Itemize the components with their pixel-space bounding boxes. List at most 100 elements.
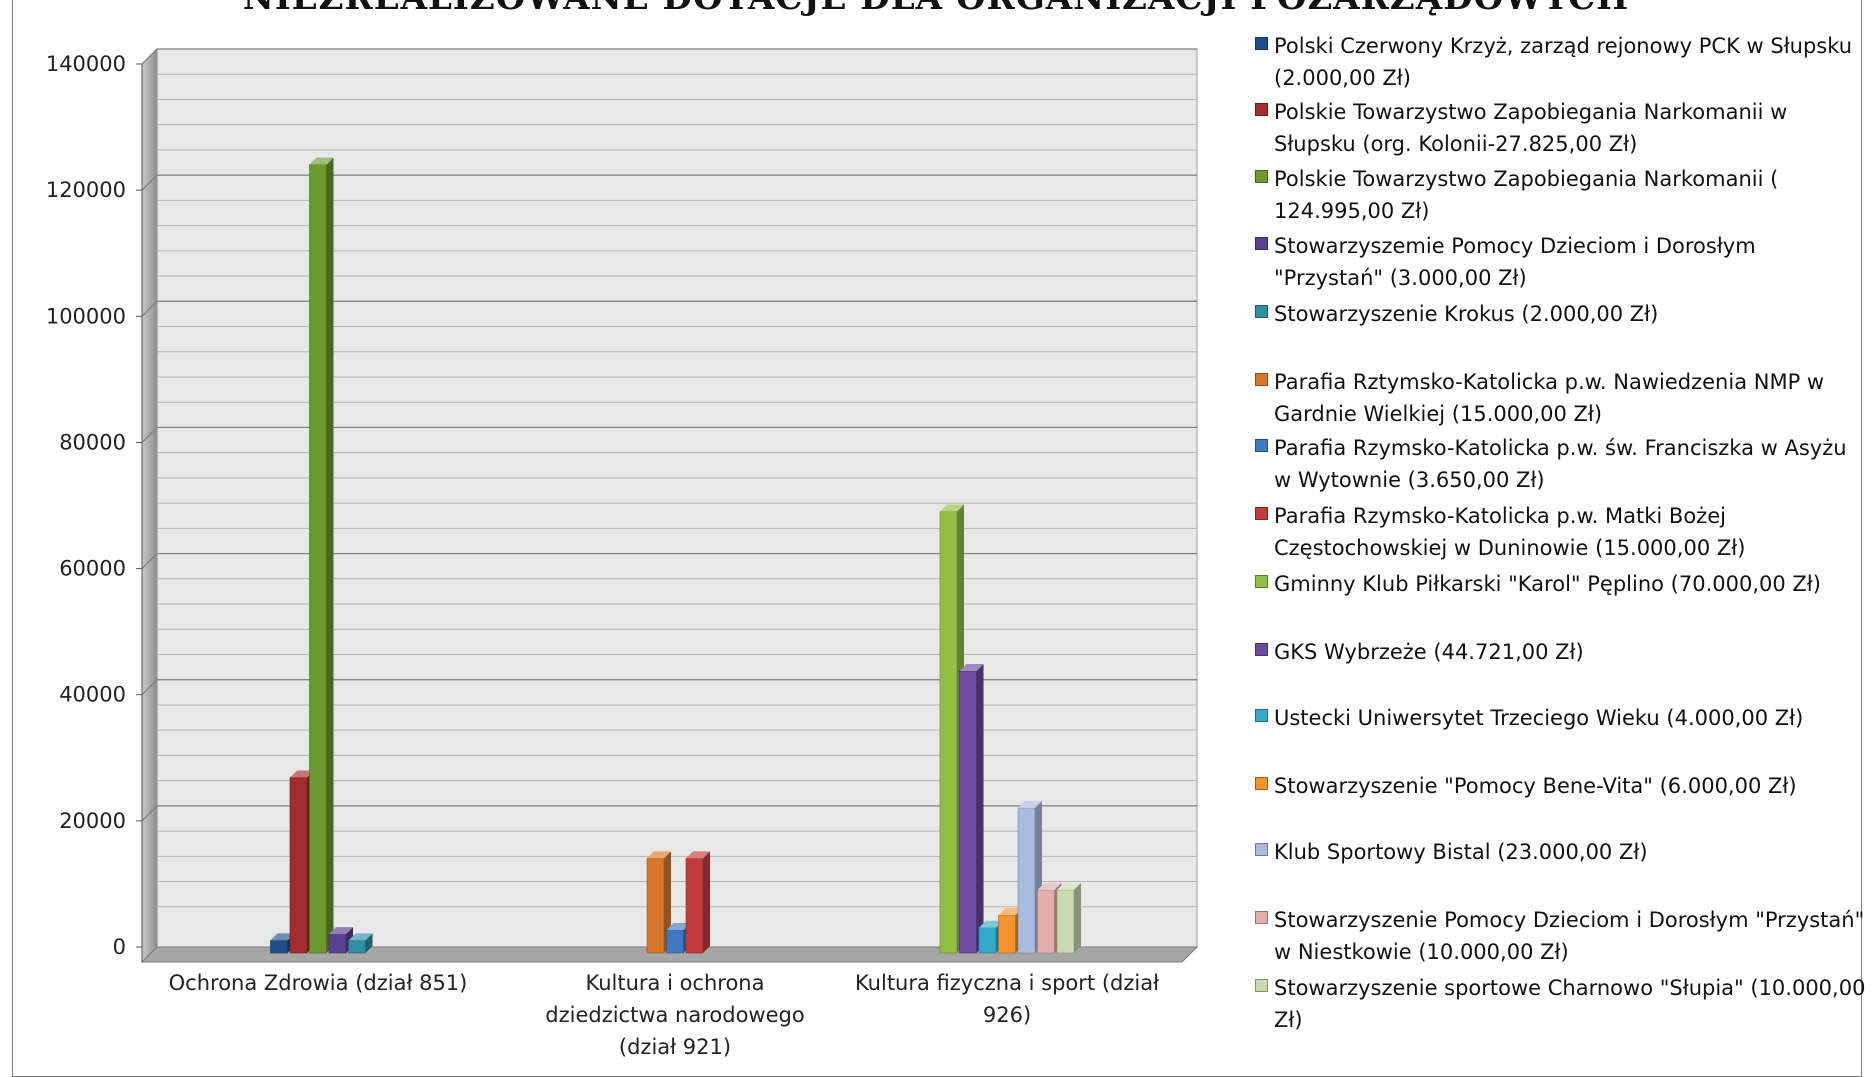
legend-item: Polskie Towarzystwo Zapobiegania Narkoma… [1255,96,1867,160]
legend-item: Stowarzyszenie "Pomocy Bene-Vita" (6.000… [1255,770,1867,802]
legend-label: Stowarzyszenie sportowe Charnowo "Słupia… [1274,976,1866,1032]
bar-top [1057,882,1081,890]
bar-front [289,777,308,954]
legend-item: Klub Sportowy Bistal (23.000,00 Zł) [1255,836,1867,868]
major-gridline [141,805,1197,822]
major-gridline [141,426,1197,443]
bar-top [940,504,964,512]
bar-top [666,922,691,930]
chart-title: NIEZREALIZOWANE DOTACJE DLA ORGANIZACJI … [0,0,1872,18]
bar-top [1018,800,1042,808]
plot-floor [140,946,1199,963]
y-tick-label: 140000 [46,52,126,76]
legend-swatch [1255,237,1268,250]
legend-swatch [1255,37,1268,50]
bar-top [647,851,671,859]
legend-item: Polskie Towarzystwo Zapobiegania Narkoma… [1255,163,1867,227]
bar-side [976,663,984,953]
legend-label: Gminny Klub Piłkarski "Karol" Pęplino (7… [1274,572,1821,596]
x-category-label: Kultura i ochrona [585,971,764,995]
bar-front [666,929,684,954]
legend-item: Polski Czerwony Krzyż, zarząd rejonowy P… [1255,30,1867,94]
bar-front [959,670,977,954]
legend-label: Stowarzyszenie Pomocy Dzieciom i Dorosły… [1274,908,1865,964]
legend-item: Parafia Rzymsko-Katolicka p.w. św. Franc… [1255,432,1867,496]
legend-item: Stowarzyszenie Pomocy Dzieciom i Dorosły… [1255,904,1867,968]
legend-swatch [1255,305,1268,318]
legend-swatch [1255,103,1268,116]
x-category-label: 926) [983,1003,1031,1027]
bar-top [329,927,353,935]
y-tick-label: 0 [113,935,126,959]
bar-side [1074,882,1081,953]
legend-swatch [1255,777,1268,790]
bar-top [290,770,314,778]
bar [1056,882,1081,954]
bar-top [348,933,373,941]
y-tick-label: 100000 [46,304,126,328]
bar-top [998,908,1023,916]
bar [309,157,334,954]
y-tick-label: 60000 [59,557,126,581]
bar-front [939,511,958,954]
legend-swatch [1255,843,1268,856]
legend-label: Parafia Rzymsko-Katolicka p.w. Matki Boż… [1274,504,1746,560]
plot-side-wall [141,47,158,964]
bar [646,851,671,954]
legend-item: Ustecki Uniwersytet Trzeciego Wieku (4.0… [1255,702,1867,734]
major-gridline [141,552,1197,569]
bar-top [309,157,334,165]
legend-label: Stowarzyszenie Krokus (2.000,00 Zł) [1274,302,1659,326]
legend-label: Polskie Towarzystwo Zapobiegania Narkoma… [1274,167,1779,223]
legend-label: Parafia Rzymsko-Katolicka p.w. św. Franc… [1274,436,1847,492]
y-tick-label: 80000 [59,430,126,454]
legend-swatch [1255,911,1268,924]
legend-swatch [1255,170,1268,183]
legend-item: GKS Wybrzeże (44.721,00 Zł) [1255,636,1867,668]
bar-side [365,933,373,953]
bar-front [1017,807,1036,954]
bar-front [646,858,665,954]
legend-swatch [1255,373,1268,386]
bar-front [348,940,366,954]
legend-item: Gminny Klub Piłkarski "Karol" Pęplino (7… [1255,568,1867,600]
x-category-label: dziedzictwa narodowego [545,1003,804,1027]
legend-swatch [1255,575,1268,588]
legend-item: Stowarzyszenie sportowe Charnowo "Słupia… [1255,972,1867,1036]
x-category-label: (dział 921) [619,1035,731,1059]
x-category-label: Ochrona Zdrowia (dział 851) [169,971,468,995]
bar-front [1037,889,1055,954]
bar-front [998,914,1016,954]
legend-label: Parafia Rztymsko-Katolicka p.w. Nawiedze… [1274,370,1825,426]
y-tick-label: 20000 [59,809,126,833]
legend-label: Polskie Towarzystwo Zapobiegania Narkoma… [1274,100,1788,156]
legend-item: Parafia Rztymsko-Katolicka p.w. Nawiedze… [1255,366,1867,430]
legend-swatch [1255,709,1268,722]
x-category-label: Kultura fizyczna i sport (dział [855,971,1159,995]
legend-item: Stowarzyszemie Pomocy Dzieciom i Dorosły… [1255,230,1867,294]
bar-top [270,933,295,941]
major-gridline [141,174,1197,191]
y-tick-label: 120000 [46,178,126,202]
legend-item: Stowarzyszenie Krokus (2.000,00 Zł) [1255,298,1867,330]
legend-swatch [1255,507,1268,520]
bar-side [703,851,710,953]
bar-top [686,851,710,859]
bar-side [326,157,334,953]
legend-swatch [1255,979,1268,992]
legend-item: Parafia Rzymsko-Katolicka p.w. Matki Boż… [1255,500,1867,564]
bar-top [1037,882,1062,890]
major-gridline [141,300,1197,317]
legend-label: Klub Sportowy Bistal (23.000,00 Zł) [1274,840,1648,864]
bar [1017,800,1042,954]
bar [348,933,373,954]
bar-front [270,940,288,954]
bar-front [309,164,327,954]
legend-label: Polski Czerwony Krzyż, zarząd rejonowy P… [1274,34,1853,90]
legend-label: GKS Wybrzeże (44.721,00 Zł) [1274,640,1584,664]
bar [959,663,984,954]
legend-swatch [1255,439,1268,452]
bar-front [1056,889,1075,954]
legend-label: Ustecki Uniwersytet Trzeciego Wieku (4.0… [1274,706,1804,730]
